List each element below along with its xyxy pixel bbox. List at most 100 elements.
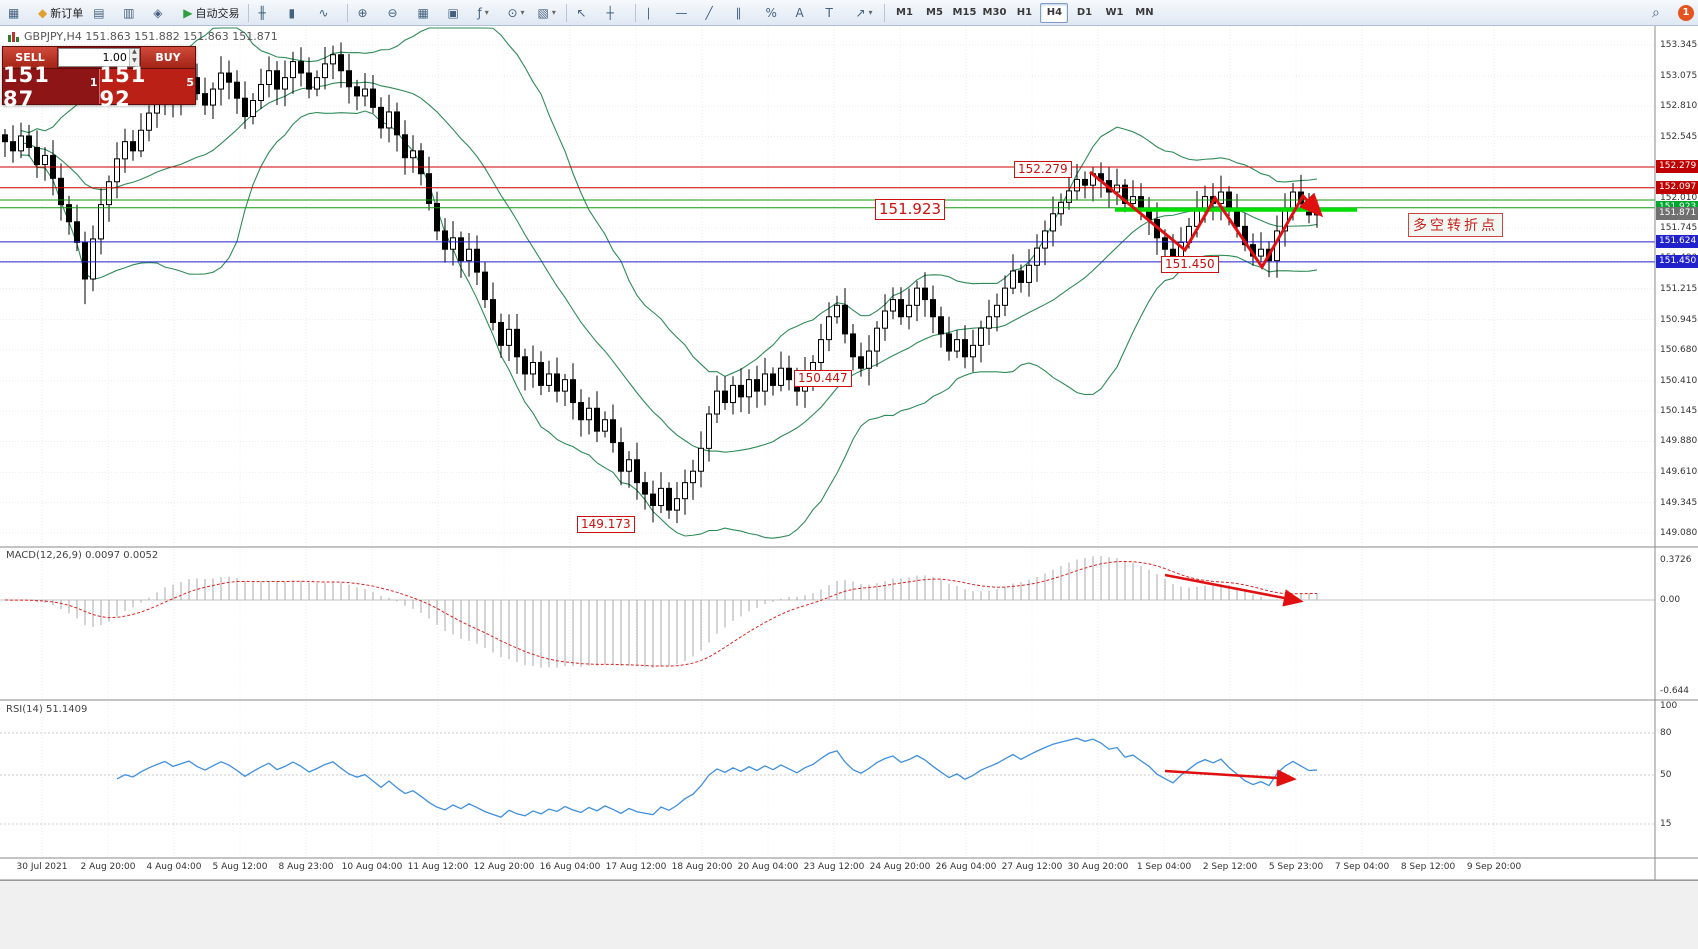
price-axis-tick: 152.810 <box>1660 101 1698 112</box>
timeframe-m30-button[interactable]: M30 <box>982 7 1007 18</box>
periods-button[interactable]: ⊙ ▾ <box>503 2 531 24</box>
arrows-tool-button[interactable]: ↗ ▾ <box>851 2 879 24</box>
navigator-button[interactable]: ◈ <box>149 2 177 24</box>
trade-panel-controls: SELL ▲ ▼ BUY <box>3 47 195 68</box>
price-axis-tick: 149.610 <box>1660 467 1698 478</box>
volume-up-button[interactable]: ▲ <box>129 49 139 58</box>
time-axis-label: 5 Sep 23:00 <box>1268 862 1324 872</box>
search-icon[interactable]: ⌕ <box>1652 4 1660 21</box>
new-chart-button[interactable]: ▦ <box>4 2 32 24</box>
macd-trend-arrow[interactable] <box>1164 573 1304 607</box>
zoom-in-button[interactable]: ⊕ <box>353 2 381 24</box>
price-axis-tick: 151.745 <box>1660 223 1698 234</box>
toolbar-separator <box>635 3 637 22</box>
zoom-out-button[interactable]: ⊖ <box>383 2 411 24</box>
sell-price[interactable]: 151 87 1 <box>3 63 99 111</box>
rsi-trend-arrow[interactable] <box>1164 769 1297 787</box>
timeframe-d1-button[interactable]: D1 <box>1076 7 1093 18</box>
zoom-in-icon: ⊕ <box>357 5 368 20</box>
equidistant-channel-button[interactable]: ∥ <box>731 2 759 24</box>
trend-arrows[interactable] <box>1089 170 1324 787</box>
buy-button[interactable]: BUY <box>141 47 195 68</box>
timeframe-mn-button[interactable]: MN <box>1135 7 1154 18</box>
autotrading-button[interactable]: ▶ 自动交易 <box>179 2 243 24</box>
price-axis-tick: 150.145 <box>1660 406 1698 417</box>
time-axis-label: 7 Sep 04:00 <box>1334 862 1390 872</box>
volume-input[interactable] <box>59 49 129 66</box>
price-annotation-label[interactable]: 149.173 <box>577 516 635 533</box>
volume-spinner: ▲ ▼ <box>128 49 139 66</box>
text-label-icon: T <box>825 5 833 20</box>
price-axis-tag: 151.450 <box>1656 255 1698 269</box>
time-axis-label: 11 Aug 12:00 <box>407 862 469 872</box>
fibonacci-button[interactable]: % <box>761 2 789 24</box>
vertical-line-button[interactable]: ∣ <box>641 2 669 24</box>
periods-icon: ⊙ <box>507 5 518 20</box>
horizontal-line-button[interactable]: — <box>671 2 699 24</box>
price-axis-tick: 149.345 <box>1660 497 1698 508</box>
timeframe-h1-button[interactable]: H1 <box>1016 7 1033 18</box>
auto-arrange-button[interactable]: ▣ <box>443 2 471 24</box>
time-axis-label: 20 Aug 04:00 <box>737 862 799 872</box>
main-trend-arrow[interactable] <box>1089 170 1324 270</box>
cursor-icon: ↖ <box>576 5 587 20</box>
time-axis-label: 26 Aug 04:00 <box>935 862 997 872</box>
indicators-icon: ƒ <box>477 5 482 20</box>
line-chart-button[interactable]: ∿ <box>314 2 342 24</box>
time-axis-label: 4 Aug 04:00 <box>146 862 202 872</box>
price-annotation-label[interactable]: 151.923 <box>875 199 946 220</box>
timeframe-h4-button[interactable]: H4 <box>1040 2 1069 23</box>
price-annotation-label[interactable]: 150.447 <box>794 370 852 387</box>
price-axis-tick: 150.945 <box>1660 314 1698 325</box>
candle-chart-icon: ▮ <box>288 5 296 20</box>
buy-price[interactable]: 151 92 5 <box>98 63 195 111</box>
autotrading-label: 自动交易 <box>195 6 240 20</box>
price-axis-tick: 153.075 <box>1660 70 1698 81</box>
time-axis-label: 23 Aug 12:00 <box>803 862 865 872</box>
sell-button[interactable]: SELL <box>3 47 57 68</box>
timeframe-m5-button[interactable]: M5 <box>926 7 943 18</box>
one-click-trading-panel: SELL ▲ ▼ BUY 151 87 1 151 92 5 <box>2 46 196 111</box>
text-label-button[interactable]: T <box>821 2 849 24</box>
horizontal-line-icon: — <box>675 5 688 20</box>
panel-separators <box>0 26 1698 881</box>
price-annotation-label[interactable]: 151.450 <box>1161 256 1219 273</box>
cursor-button[interactable]: ↖ <box>572 2 600 24</box>
tile-windows-button[interactable]: ▦ <box>413 2 441 24</box>
volume-down-button[interactable]: ▼ <box>129 57 139 66</box>
crosshair-button[interactable]: ┼ <box>602 2 630 24</box>
price-axis-tick: 150.680 <box>1660 344 1698 355</box>
turning-point-note[interactable]: 多空转折点 <box>1408 213 1503 237</box>
toolbar-separator <box>566 3 568 22</box>
text-button[interactable]: A <box>791 2 819 24</box>
market-watch-icon: ▤ <box>93 5 105 20</box>
new-chart-icon: ▦ <box>8 5 20 20</box>
line-chart-icon: ∿ <box>318 5 329 20</box>
bar-chart-button[interactable]: ╫ <box>254 2 282 24</box>
candle-chart-button[interactable]: ▮ <box>284 2 312 24</box>
rsi-axis-tick: 80 <box>1660 728 1672 738</box>
trendline-button[interactable]: ╱ <box>701 2 729 24</box>
time-axis-label: 17 Aug 12:00 <box>605 862 667 872</box>
indicators-button[interactable]: ƒ ▾ <box>473 2 501 24</box>
rsi-panel <box>0 732 1655 825</box>
chart-title: GBPJPY,H4 151.863 151.882 151.863 151.87… <box>8 30 278 43</box>
templates-button[interactable]: ▧ ▾ <box>533 2 561 24</box>
price-axis-tick: 152.545 <box>1660 131 1698 142</box>
data-window-button[interactable]: ▥ <box>119 2 147 24</box>
notification-badge[interactable]: 1 <box>1678 4 1694 21</box>
timeframe-m15-button[interactable]: M15 <box>952 7 977 18</box>
trade-panel-prices: 151 87 1 151 92 5 <box>3 63 195 111</box>
macd-label: MACD(12,26,9) 0.0097 0.0052 <box>6 550 159 561</box>
time-axis-label: 9 Sep 20:00 <box>1466 862 1522 872</box>
timeframe-w1-button[interactable]: W1 <box>1105 7 1124 18</box>
price-axis-tag: 152.279 <box>1656 160 1698 174</box>
time-axis-label: 12 Aug 20:00 <box>473 862 535 872</box>
timeframe-m1-button[interactable]: M1 <box>896 7 913 18</box>
new-order-button[interactable]: ◆ 新订单 <box>34 2 87 24</box>
market-watch-button[interactable]: ▤ <box>89 2 117 24</box>
horizontal-lines[interactable] <box>0 166 1655 263</box>
price-annotation-label[interactable]: 152.279 <box>1014 161 1072 178</box>
macd-axis-tick: 0.00 <box>1660 595 1681 605</box>
